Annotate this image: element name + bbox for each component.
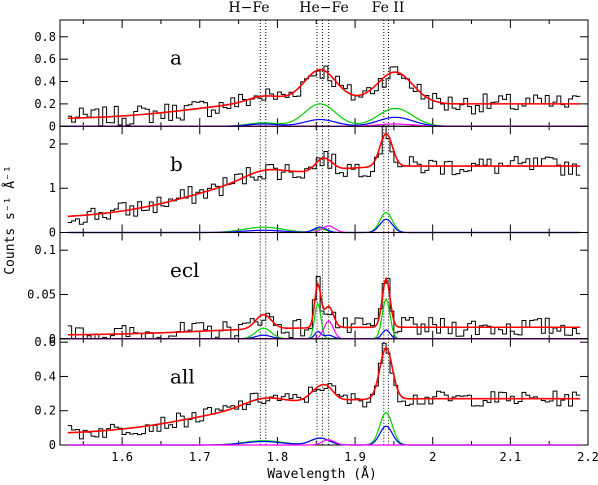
panel-a-data-series xyxy=(67,65,581,127)
panel-all-ytick-label-0: 0 xyxy=(49,438,56,452)
x-tick-label-4: 2 xyxy=(429,450,436,464)
panel-ecl-label: ecl xyxy=(170,258,199,282)
panel-b-ytick-label-0: 0 xyxy=(49,226,56,240)
panel-all-label: all xyxy=(170,364,195,388)
panel-b-data-series xyxy=(67,125,581,225)
panel-a-label: a xyxy=(170,46,182,70)
panel-a-model-curve xyxy=(67,68,581,120)
panel-b-model-curve xyxy=(67,132,581,218)
panel-a-ytick-label-0: 0 xyxy=(49,119,56,133)
panel-ecl-data-series xyxy=(67,276,581,340)
panel-ecl-ytick-label-1: 0.05 xyxy=(27,287,56,301)
panel-a-blue-component xyxy=(67,116,581,127)
x-tick-label-5: 2.1 xyxy=(500,450,522,464)
panel-ecl-model-curve xyxy=(67,276,581,336)
panel-b-green-component xyxy=(67,211,581,234)
panel-all-frame xyxy=(59,338,589,446)
panel-all-ytick-label-3: 0.6 xyxy=(34,335,56,349)
label-he-fe: He−Fe xyxy=(299,0,348,16)
panel-all-model-curve xyxy=(67,346,581,434)
panel-all-ytick-label-1: 0.2 xyxy=(34,404,56,418)
label-fe-ii: Fe II xyxy=(372,0,405,16)
panel-a-ytick-label-3: 0.6 xyxy=(34,52,56,66)
label-h-fe: H−Fe xyxy=(228,0,269,16)
panel-b-label: b xyxy=(170,152,183,176)
panel-b-frame xyxy=(59,125,589,233)
line-id-labels: H−Fe He−Fe Fe II xyxy=(228,0,404,16)
panels-group: 0 0.2 0.4 0.6 0.8 a 0 1 2 b 0 0.05 0.1 ecl 0 0.2 0.4 0.6 a… xyxy=(27,19,598,464)
x-tick-label-0: 1.6 xyxy=(111,450,133,464)
x-axis-label: Wavelength (Å) xyxy=(267,466,377,482)
x-tick-label-1: 1.7 xyxy=(189,450,211,464)
panel-b-blue-component xyxy=(67,218,581,234)
panel-b-ytick-label-1: 1 xyxy=(49,181,56,195)
panel-all-green-component xyxy=(67,411,581,446)
x-tick-label-3: 1.9 xyxy=(344,450,366,464)
panel-ecl-ytick-label-0: 0 xyxy=(49,332,56,346)
panel-ecl-frame xyxy=(59,232,589,340)
x-tick-label-6: 2.2 xyxy=(577,450,598,464)
panel-all-magenta-component xyxy=(67,439,581,446)
panel-all-ytick-label-2: 0.4 xyxy=(34,369,56,383)
panel-a-ytick-label-4: 0.8 xyxy=(34,30,56,44)
y-axis-label: Counts s⁻¹ Å⁻¹ xyxy=(2,165,18,275)
panel-all-data-series xyxy=(67,342,581,440)
panel-all-blue-component xyxy=(67,425,581,446)
panel-a-ytick-label-2: 0.4 xyxy=(34,75,56,89)
panel-a-ytick-label-1: 0.2 xyxy=(34,97,56,111)
panel-ecl-ytick-label-2: 0.1 xyxy=(34,243,56,257)
panel-b-ytick-label-2: 2 xyxy=(49,137,56,151)
x-tick-label-2: 1.8 xyxy=(267,450,289,464)
